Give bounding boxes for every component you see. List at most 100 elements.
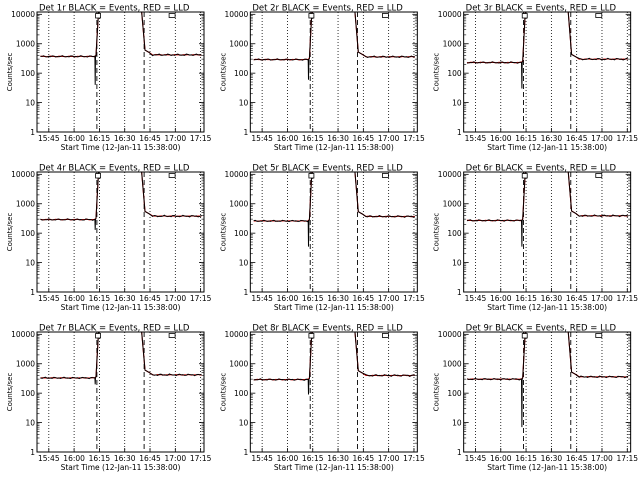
y-tick-label: 10000 (224, 10, 248, 19)
y-tick-label: 100 (21, 389, 36, 398)
y-tick-label: 1 (457, 288, 462, 297)
plot-frame (36, 171, 205, 293)
x-tick-label: 17:15 (190, 134, 212, 143)
x-tick-label: 16:30 (114, 454, 136, 463)
y-tick-label: 10 (239, 98, 249, 107)
x-tick-label: 16:45 (139, 134, 161, 143)
x-tick-label: 15:45 (465, 454, 487, 463)
x-tick-label: 17:00 (591, 294, 613, 303)
x-tick-label: 15:45 (38, 294, 60, 303)
x-tick-label: 17:15 (616, 294, 638, 303)
x-tick-label: 17:00 (378, 294, 400, 303)
x-tick-label: 16:15 (515, 294, 537, 303)
x-tick-label: 17:00 (165, 134, 187, 143)
x-axis-label: Start Time (12-Jan-11 15:38:00) (274, 463, 394, 472)
x-tick-label: 16:45 (566, 454, 588, 463)
x-tick-label: 16:00 (490, 294, 512, 303)
y-tick-label: 1000 (443, 200, 462, 209)
x-tick-label: 17:15 (190, 454, 212, 463)
x-tick-label: 15:45 (251, 134, 273, 143)
panel-det-4: Det 4r BLACK = Events, RED = LLD 1 10 100 10… (6, 164, 212, 313)
panel-det-7: Det 7r BLACK = Events, RED = LLD 1 10 100 10… (6, 324, 212, 473)
x-tick-label: 16:45 (353, 134, 375, 143)
plot-frame (36, 331, 205, 453)
x-tick-label: 17:15 (616, 454, 638, 463)
x-tick-label: 15:45 (465, 294, 487, 303)
y-tick-label: 100 (234, 229, 249, 238)
y-tick-label: 10000 (224, 170, 248, 179)
y-tick-label: 100 (234, 69, 249, 78)
y-axis-label: Counts/sec (433, 53, 441, 92)
series-events (40, 172, 202, 230)
series-lld (253, 172, 415, 222)
y-tick-label: 1 (30, 128, 35, 137)
x-axis-label: Start Time (12-Jan-11 15:38:00) (61, 463, 181, 472)
x-tick-label: 16:30 (541, 454, 563, 463)
x-tick-label: 15:45 (465, 134, 487, 143)
x-tick-label: 16:15 (302, 294, 324, 303)
interval-marker (308, 173, 315, 179)
x-tick-label: 16:45 (353, 294, 375, 303)
x-tick-label: 15:45 (251, 454, 273, 463)
interval-marker (95, 173, 101, 179)
x-tick-label: 16:15 (302, 134, 324, 143)
x-tick-label: 16:30 (327, 454, 349, 463)
interval-marker (382, 173, 389, 178)
panel-title: Det 1r BLACK = Events, RED = LLD (39, 4, 190, 14)
x-tick-label: 15:45 (38, 454, 60, 463)
plot-frame (463, 171, 632, 293)
panel-title: Det 5r BLACK = Events, RED = LLD (252, 164, 403, 174)
y-axis-label: Counts/sec (6, 53, 14, 92)
series-events (466, 12, 629, 89)
series-lld (253, 12, 415, 61)
interval-marker (308, 13, 315, 19)
y-tick-label: 1000 (16, 360, 35, 369)
panel-title: Det 7r BLACK = Events, RED = LLD (39, 324, 190, 334)
x-tick-label: 17:00 (591, 454, 613, 463)
y-tick-label: 1000 (16, 200, 35, 209)
interval-marker (382, 13, 389, 18)
x-tick-label: 16:30 (114, 134, 136, 143)
panel-title: Det 9r BLACK = Events, RED = LLD (466, 324, 617, 334)
x-tick-label: 16:15 (515, 134, 537, 143)
y-tick-label: 10 (452, 258, 462, 267)
x-tick-label: 16:45 (139, 454, 161, 463)
series-events (40, 332, 202, 385)
y-axis-label: Counts/sec (219, 213, 227, 252)
panel-det-6: Det 6r BLACK = Events, RED = LLD 1 10 100 10… (433, 164, 639, 313)
x-tick-label: 17:00 (378, 454, 400, 463)
plot-frame (36, 11, 205, 133)
interval-marker (168, 173, 176, 178)
interval-marker (595, 173, 603, 178)
panel-title: Det 4r BLACK = Events, RED = LLD (39, 164, 190, 174)
y-tick-label: 10 (239, 418, 249, 427)
series-events (466, 332, 629, 428)
y-tick-label: 1 (457, 128, 462, 137)
x-tick-label: 16:00 (277, 134, 299, 143)
interval-marker (95, 13, 101, 19)
panel-title: Det 3r BLACK = Events, RED = LLD (466, 4, 617, 14)
interval-marker (382, 333, 389, 338)
interval-marker (95, 333, 101, 339)
y-tick-label: 1 (244, 448, 249, 457)
x-axis-label: Start Time (12-Jan-11 15:38:00) (487, 143, 607, 152)
x-axis-label: Start Time (12-Jan-11 15:38:00) (61, 303, 181, 312)
plot-frame (249, 11, 418, 133)
y-tick-label: 1 (30, 288, 35, 297)
y-axis-label: Counts/sec (433, 213, 441, 252)
panel-det-9: Det 9r BLACK = Events, RED = LLD 1 10 100 10… (433, 324, 639, 473)
y-tick-label: 100 (21, 229, 36, 238)
panel-title: Det 6r BLACK = Events, RED = LLD (466, 164, 617, 174)
series-lld (40, 172, 202, 221)
y-tick-label: 10000 (11, 330, 35, 339)
plot-frame (463, 11, 632, 133)
series-lld (466, 332, 629, 381)
x-tick-label: 16:15 (515, 454, 537, 463)
x-axis-label: Start Time (12-Jan-11 15:38:00) (61, 143, 181, 152)
x-tick-label: 16:00 (490, 454, 512, 463)
y-tick-label: 1 (457, 448, 462, 457)
interval-marker (168, 333, 176, 338)
y-tick-label: 100 (447, 389, 462, 398)
x-tick-label: 16:45 (566, 294, 588, 303)
